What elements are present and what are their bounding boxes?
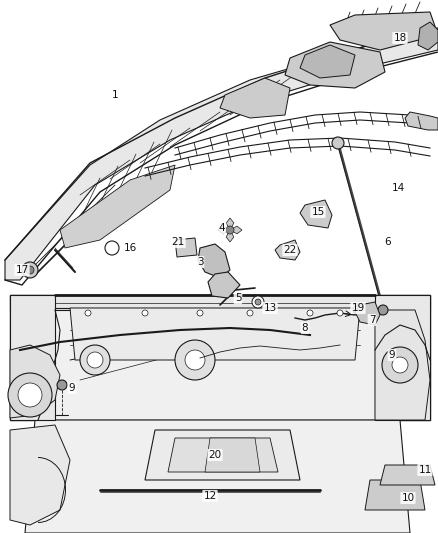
Polygon shape xyxy=(355,302,380,325)
Text: 20: 20 xyxy=(208,450,222,460)
Circle shape xyxy=(252,296,264,308)
Circle shape xyxy=(87,352,103,368)
Circle shape xyxy=(378,305,388,315)
Polygon shape xyxy=(218,226,230,234)
Circle shape xyxy=(226,226,234,234)
Circle shape xyxy=(57,380,67,390)
Text: 11: 11 xyxy=(418,465,431,475)
Polygon shape xyxy=(380,465,435,485)
Circle shape xyxy=(382,347,418,383)
Circle shape xyxy=(185,350,205,370)
Polygon shape xyxy=(205,438,260,472)
Polygon shape xyxy=(275,240,300,260)
Text: 9: 9 xyxy=(69,383,75,393)
Circle shape xyxy=(8,373,52,417)
Polygon shape xyxy=(300,45,355,78)
Polygon shape xyxy=(418,22,438,50)
Text: 21: 21 xyxy=(171,237,185,247)
Circle shape xyxy=(22,262,38,278)
Polygon shape xyxy=(175,238,197,257)
Polygon shape xyxy=(10,295,430,420)
Text: 10: 10 xyxy=(402,493,414,503)
Circle shape xyxy=(307,310,313,316)
Polygon shape xyxy=(10,425,70,525)
Polygon shape xyxy=(208,272,240,298)
Polygon shape xyxy=(60,165,175,248)
Polygon shape xyxy=(365,480,425,510)
Polygon shape xyxy=(168,438,278,472)
Circle shape xyxy=(175,340,215,380)
Text: 3: 3 xyxy=(197,257,203,267)
Polygon shape xyxy=(220,78,290,118)
Polygon shape xyxy=(5,30,438,280)
Text: 9: 9 xyxy=(389,350,396,360)
Circle shape xyxy=(332,137,344,149)
Text: 18: 18 xyxy=(393,33,406,43)
Polygon shape xyxy=(70,308,360,360)
Text: 4: 4 xyxy=(219,223,225,233)
Text: 16: 16 xyxy=(124,243,137,253)
Text: 17: 17 xyxy=(15,265,28,275)
Polygon shape xyxy=(375,310,430,420)
Text: 12: 12 xyxy=(203,491,217,501)
Circle shape xyxy=(18,383,42,407)
Polygon shape xyxy=(285,42,385,88)
Polygon shape xyxy=(25,420,410,533)
Polygon shape xyxy=(198,244,230,278)
Polygon shape xyxy=(145,430,300,480)
Polygon shape xyxy=(375,295,430,420)
Text: 5: 5 xyxy=(235,293,241,303)
Polygon shape xyxy=(10,345,60,418)
Circle shape xyxy=(337,310,343,316)
Polygon shape xyxy=(230,226,242,234)
Circle shape xyxy=(392,357,408,373)
Circle shape xyxy=(255,299,261,305)
Polygon shape xyxy=(405,112,438,130)
Circle shape xyxy=(80,345,110,375)
Circle shape xyxy=(247,310,253,316)
Text: 19: 19 xyxy=(351,303,364,313)
Polygon shape xyxy=(10,295,55,420)
Circle shape xyxy=(353,305,363,315)
Text: 1: 1 xyxy=(112,90,118,100)
Circle shape xyxy=(85,310,91,316)
Polygon shape xyxy=(10,295,430,310)
Circle shape xyxy=(105,241,119,255)
Text: 6: 6 xyxy=(385,237,391,247)
Text: 13: 13 xyxy=(263,303,277,313)
Circle shape xyxy=(142,310,148,316)
Polygon shape xyxy=(330,12,438,50)
Polygon shape xyxy=(300,200,332,228)
Polygon shape xyxy=(226,218,234,230)
Text: 8: 8 xyxy=(302,323,308,333)
Text: 14: 14 xyxy=(392,183,405,193)
Text: 7: 7 xyxy=(369,315,375,325)
Circle shape xyxy=(26,266,34,274)
Polygon shape xyxy=(226,230,234,242)
Text: 22: 22 xyxy=(283,245,297,255)
Text: 15: 15 xyxy=(311,207,325,217)
Circle shape xyxy=(197,310,203,316)
